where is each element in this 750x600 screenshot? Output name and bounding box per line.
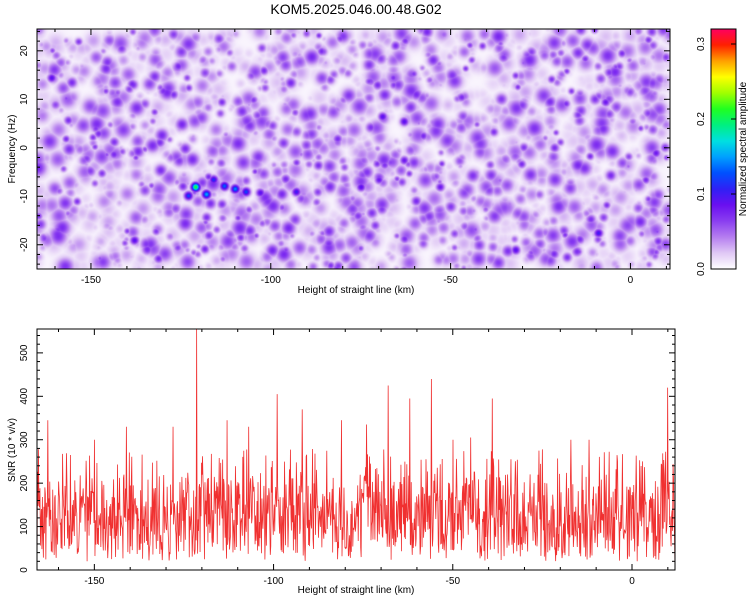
heatmap-frame [36, 28, 671, 270]
heatmap-y-tick-label: -20 [19, 237, 30, 252]
heatmap-y-tick-label: 0 [19, 145, 30, 151]
snr-frame [36, 328, 676, 571]
figure-title: KOM5.2025.046.00.48.G02 [270, 1, 441, 17]
snr-y-tick-label: 400 [19, 388, 30, 405]
heatmap-x-tick-label: -50 [443, 275, 458, 286]
heatmap-x-tick-label: 0 [628, 275, 634, 286]
snr-x-tick-label: 0 [629, 576, 635, 587]
heatmap-y-axis-label: Frequency (Hz) [7, 115, 18, 184]
snr-axes: -150 -100 -50 0 0 100 200 300 400 500 [19, 329, 675, 587]
snr-y-tick-label: 0 [19, 567, 30, 573]
colorbar-tick-label: 0.0 [696, 262, 707, 276]
snr-y-tick-label: 300 [19, 431, 30, 448]
snr-x-tick-label: -150 [84, 576, 104, 587]
colorbar-ticks: 0.0 0.1 0.2 0.3 [696, 37, 736, 276]
colorbar-bar [710, 28, 737, 270]
snr-panel: -150 -100 -50 0 0 100 200 300 400 500 Height of s… [7, 328, 676, 596]
heatmap-y-tick-label: 10 [19, 93, 30, 105]
heatmap-x-tick-label: -100 [261, 275, 281, 286]
colorbar-label: Normalized spectral amplitude [738, 81, 749, 216]
snr-y-tick-label: 200 [19, 474, 30, 491]
colorbar: 0.0 0.1 0.2 0.3 Normalized spectral amplitu… [696, 28, 749, 276]
snr-x-axis-label: Height of straight line (km) [298, 585, 415, 596]
colorbar-tick-label: 0.1 [696, 187, 707, 201]
snr-x-tick-label: -100 [264, 576, 284, 587]
snr-y-tick-label: 500 [19, 344, 30, 361]
heatmap-y-tick-label: -10 [19, 189, 30, 204]
snr-y-tick-label: 100 [19, 518, 30, 535]
heatmap-x-tick-label: -150 [81, 275, 101, 286]
colorbar-tick-label: 0.2 [696, 112, 707, 126]
snr-series-line [37, 329, 675, 570]
colorbar-tick-label: 0.3 [696, 37, 707, 51]
heatmap-y-tick-label: 20 [19, 45, 30, 57]
heatmap-image [37, 29, 670, 269]
heatmap-x-axis-label: Height of straight line (km) [298, 285, 415, 296]
snr-y-axis-label: SNR (10 * v/v) [7, 418, 18, 482]
snr-x-tick-label: -50 [446, 576, 461, 587]
